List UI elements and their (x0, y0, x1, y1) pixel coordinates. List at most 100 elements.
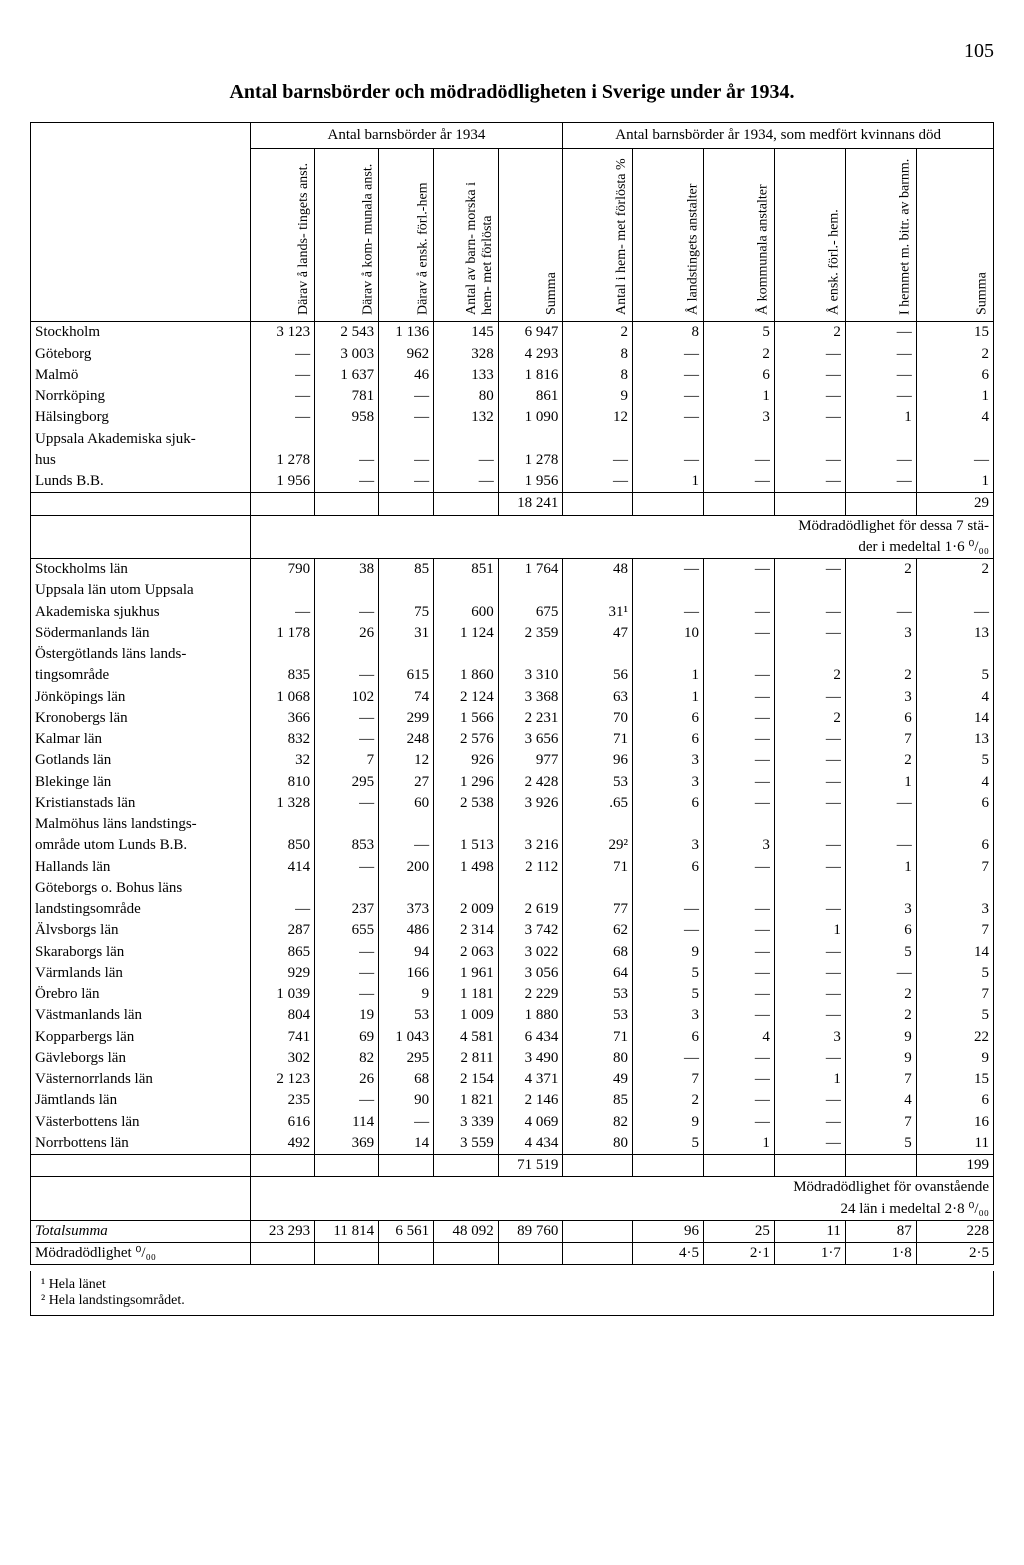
cell: 2 (845, 984, 916, 1005)
row-label: tingsområde (31, 665, 251, 686)
cell: 6 (845, 920, 916, 941)
cell: 2 (916, 344, 993, 365)
cell: — (774, 407, 845, 428)
cell: 23 293 (250, 1220, 315, 1242)
cell: — (703, 963, 774, 984)
table-row: Uppsala län utom Uppsala (31, 580, 994, 601)
row-label: Göteborg (31, 344, 251, 365)
cell: — (379, 835, 434, 856)
table-row: Västernorrlands län2 12326682 1544 37149… (31, 1069, 994, 1090)
table-row: Kristianstads län1 328—602 5383 926.656—… (31, 793, 994, 814)
cell: 3 310 (498, 665, 563, 686)
cell: 1·8 (845, 1243, 916, 1265)
cell (563, 814, 633, 835)
cell: 1 816 (498, 365, 563, 386)
cell (434, 580, 499, 601)
cell: 71 (563, 857, 633, 878)
row-label: Norrköping (31, 386, 251, 407)
cell: 1 (633, 471, 704, 493)
cell: 1 043 (379, 1027, 434, 1048)
cell: 7 (633, 1069, 704, 1090)
cell: 853 (315, 835, 379, 856)
cell: 486 (379, 920, 434, 941)
cell (315, 1243, 379, 1265)
row-label: Gävleborgs län (31, 1048, 251, 1069)
cell: 1 (703, 386, 774, 407)
cell: 5 (633, 963, 704, 984)
cell: 5 (916, 665, 993, 686)
row-label: Älvsborgs län (31, 920, 251, 941)
col-header: Å landstingets anstalter (633, 149, 704, 322)
cell: 655 (315, 920, 379, 941)
row-label: Jönköpings län (31, 687, 251, 708)
cell: — (315, 942, 379, 963)
cell: 1 124 (434, 623, 499, 644)
cell: 6 (633, 857, 704, 878)
cell (315, 1155, 379, 1177)
cell: 3 368 (498, 687, 563, 708)
cell: — (315, 984, 379, 1005)
footnote-1: ¹ Hela länet (41, 1277, 983, 1293)
cell: — (703, 984, 774, 1005)
cell: 2 (845, 665, 916, 686)
cell: 7 (916, 857, 993, 878)
cell: 6 (916, 1090, 993, 1111)
cell: — (315, 963, 379, 984)
cell: 600 (434, 602, 499, 623)
note-lans-2: 24 län i medeltal 2·8 ⁰/₀₀ (250, 1199, 993, 1221)
cell: — (633, 386, 704, 407)
blank-corner (31, 123, 251, 322)
cell: — (916, 602, 993, 623)
cell: 237 (315, 899, 379, 920)
cell: 2 543 (315, 322, 379, 344)
cell: — (774, 471, 845, 493)
cell: 4 293 (498, 344, 563, 365)
cell: — (703, 1090, 774, 1111)
cell: 145 (434, 322, 499, 344)
cell: 3 022 (498, 942, 563, 963)
cell: 9 (633, 942, 704, 963)
cell: — (703, 899, 774, 920)
cell (774, 580, 845, 601)
cell: 27 (379, 772, 434, 793)
cell: 235 (250, 1090, 315, 1111)
cell: 96 (563, 750, 633, 771)
cell: 82 (563, 1112, 633, 1133)
row-label: Malmöhus läns landstings- (31, 814, 251, 835)
col-header: Summa (916, 149, 993, 322)
cell: 615 (379, 665, 434, 686)
cell: — (315, 793, 379, 814)
col-header: Därav å kom- munala anst. (315, 149, 379, 322)
cell (250, 1155, 315, 1177)
cell: 6 (633, 708, 704, 729)
table-row: Göteborg—3 0039623284 2938—2——2 (31, 344, 994, 365)
table-row: Norrköping—781—808619—1——1 (31, 386, 994, 407)
cell: 2 (774, 665, 845, 686)
cell (703, 644, 774, 665)
cell: — (703, 942, 774, 963)
cell (563, 644, 633, 665)
cell: 38 (315, 559, 379, 581)
cell: — (774, 1005, 845, 1026)
row-label: Södermanlands län (31, 623, 251, 644)
cell: 414 (250, 857, 315, 878)
table-row: Värmlands län929—1661 9613 056645———5 (31, 963, 994, 984)
cell: 1 090 (498, 407, 563, 428)
cell: 3 (845, 899, 916, 920)
cell: 1 961 (434, 963, 499, 984)
cell: 85 (563, 1090, 633, 1111)
cell: 2 (774, 708, 845, 729)
cell: — (315, 729, 379, 750)
cell: — (845, 386, 916, 407)
cell: 5 (703, 322, 774, 344)
row-label: landstingsområde (31, 899, 251, 920)
cell: 132 (434, 407, 499, 428)
cell: — (703, 772, 774, 793)
cell: 1 956 (498, 471, 563, 493)
cell (498, 429, 563, 450)
row-label: Kopparbergs län (31, 1027, 251, 1048)
cell (434, 1243, 499, 1265)
cell: — (633, 450, 704, 471)
cell (633, 644, 704, 665)
cell (434, 814, 499, 835)
